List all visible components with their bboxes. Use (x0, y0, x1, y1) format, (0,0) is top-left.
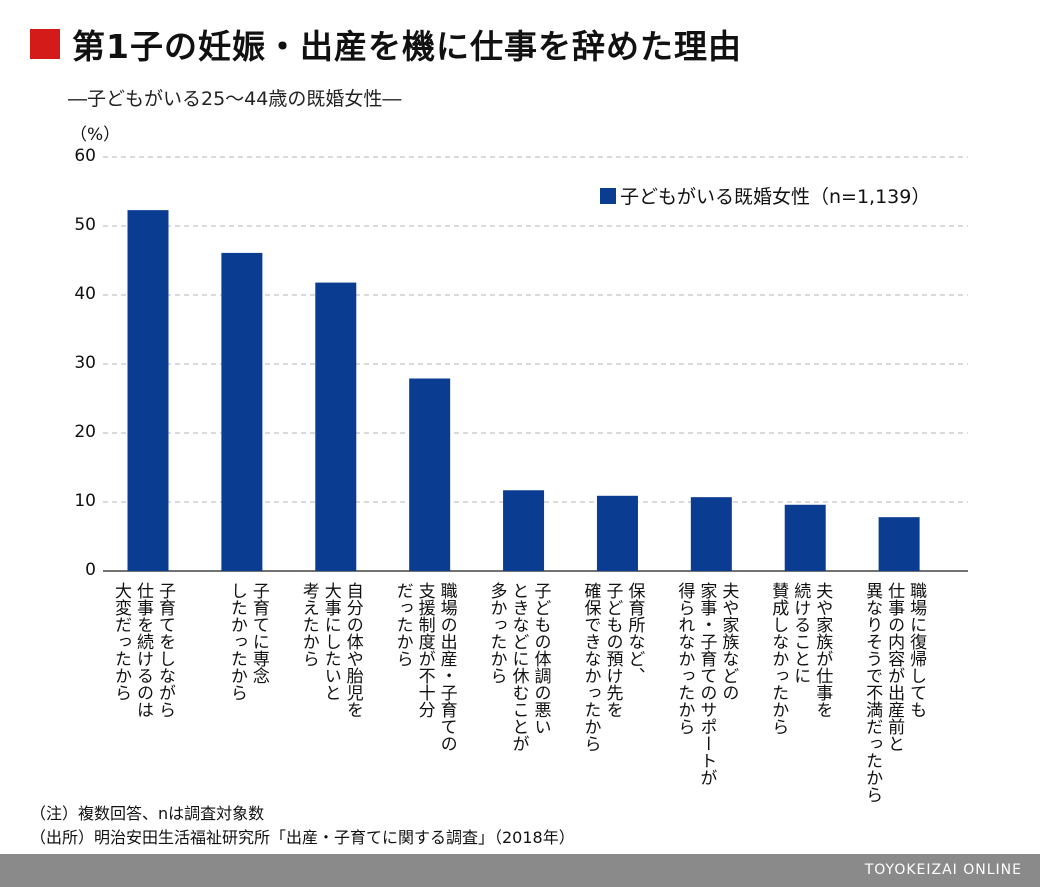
bar (315, 282, 357, 571)
bar (409, 378, 451, 571)
bar (221, 252, 263, 571)
x-tick-label: 夫や家族などの 家事・子育てのサポートが 得られなかったから (674, 582, 739, 786)
bar (878, 517, 920, 571)
bar (690, 497, 732, 571)
legend-swatch (600, 187, 616, 204)
y-tick-label: 0 (85, 560, 96, 580)
y-tick-label: 60 (74, 146, 96, 166)
x-tick-label: 職場の出産・子育ての 支援制度が不十分 だったから (392, 582, 457, 752)
y-tick-label: 10 (74, 491, 96, 511)
bar (503, 490, 545, 571)
note: （注）複数回答、nは調査対象数 (30, 804, 265, 823)
bar (127, 210, 169, 571)
y-tick-label: 40 (74, 284, 96, 304)
y-axis-unit: （%） (70, 125, 121, 145)
bar (596, 495, 638, 571)
x-tick-label: 子育てをしながら 仕事を続けるのは 大変だったから (111, 582, 175, 718)
title-marker (30, 29, 60, 59)
footer-bar (0, 854, 1040, 887)
x-tick-label: 子育てに専念 したかったから (226, 582, 269, 701)
x-tick-label: 職場に復帰しても 仕事の内容が出産前と 異なりそうで不満だったから (862, 582, 927, 803)
x-tick-label: 自分の体や胎児を 大事にしたいと 考えたから (298, 582, 363, 718)
legend: 子どもがいる既婚女性（n=1,139） (600, 182, 930, 209)
y-tick-label: 50 (74, 215, 96, 235)
chart-subtitle: ―子どもがいる25〜44歳の既婚女性― (68, 88, 402, 110)
legend-label: 子どもがいる既婚女性（n=1,139） (620, 186, 931, 208)
x-tick-label: 夫や家族が仕事を 続けることに 賛成しなかったから (768, 582, 833, 735)
x-tick-label: 保育所など、 子どもの預け先を 確保できなかったから (580, 582, 645, 752)
y-tick-label: 30 (74, 353, 96, 373)
chart-title: 第1子の妊娠・出産を機に仕事を辞めた理由 (72, 27, 742, 66)
x-tick-label: 子どもの体調の悪い ときなどに休むことが 多かったから (486, 582, 551, 752)
y-tick-label: 20 (74, 422, 96, 442)
bar (784, 504, 826, 571)
footer-brand: TOYOKEIZAI ONLINE (864, 862, 1022, 878)
source-note: （出所）明治安田生活福祉研究所「出産・子育てに関する調査」（2018年） (30, 828, 575, 847)
